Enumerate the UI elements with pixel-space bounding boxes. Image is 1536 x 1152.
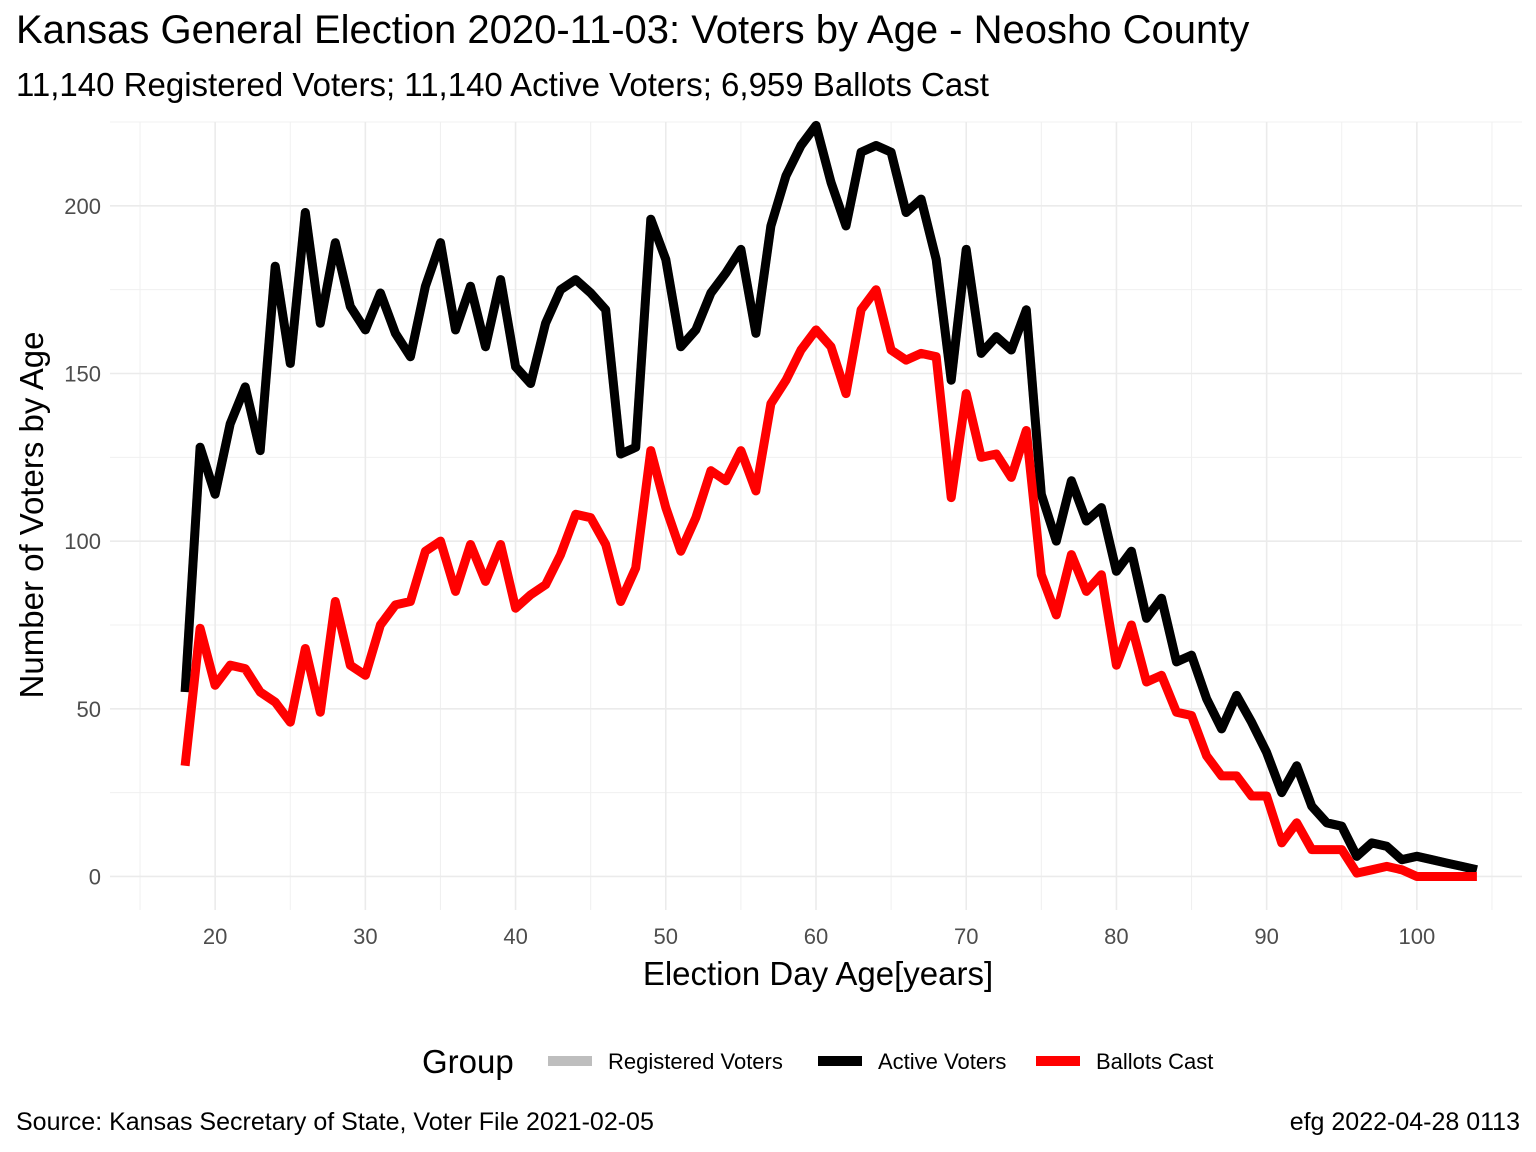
x-axis-label: Election Day Age[years] xyxy=(643,955,993,992)
x-tick-label: 40 xyxy=(503,924,527,949)
x-axis-ticks: 20 30 40 50 60 70 80 90 100 xyxy=(203,924,1435,949)
chart-subtitle: 11,140 Registered Voters; 11,140 Active … xyxy=(16,66,989,103)
source-note: Source: Kansas Secretary of State, Voter… xyxy=(16,1108,654,1136)
series-line-active-voters xyxy=(180,120,1478,875)
y-tick-label: 150 xyxy=(64,361,101,386)
y-tick-label: 100 xyxy=(64,529,101,554)
x-tick-label: 60 xyxy=(804,924,828,949)
x-tick-label: 90 xyxy=(1254,924,1278,949)
y-axis-ticks: 0 50 100 150 200 xyxy=(64,194,101,890)
legend-label-registered-voters: Registered Voters xyxy=(608,1049,783,1074)
x-tick-label: 20 xyxy=(203,924,227,949)
credit-note: efg 2022-04-28 0113 xyxy=(1289,1108,1520,1136)
legend-label-active-voters: Active Voters xyxy=(878,1049,1006,1074)
x-tick-label: 80 xyxy=(1104,924,1128,949)
legend: Group Registered Voters Active Voters Ball… xyxy=(422,1043,1213,1080)
x-tick-label: 70 xyxy=(954,924,978,949)
x-tick-label: 30 xyxy=(353,924,377,949)
x-tick-label: 50 xyxy=(654,924,678,949)
x-tick-label: 100 xyxy=(1398,924,1435,949)
y-axis-label: Number of Voters by Age xyxy=(13,332,50,699)
series-line-ballots-cast xyxy=(180,285,1477,881)
y-tick-label: 50 xyxy=(77,697,101,722)
y-tick-label: 200 xyxy=(64,194,101,219)
legend-label-ballots-cast: Ballots Cast xyxy=(1096,1049,1213,1074)
series-line-registered-voters xyxy=(180,120,1478,875)
chart-title: Kansas General Election 2020-11-03: Vote… xyxy=(16,8,1250,52)
legend-title: Group xyxy=(422,1043,514,1080)
series-lines xyxy=(180,120,1478,881)
y-tick-label: 0 xyxy=(89,864,101,889)
